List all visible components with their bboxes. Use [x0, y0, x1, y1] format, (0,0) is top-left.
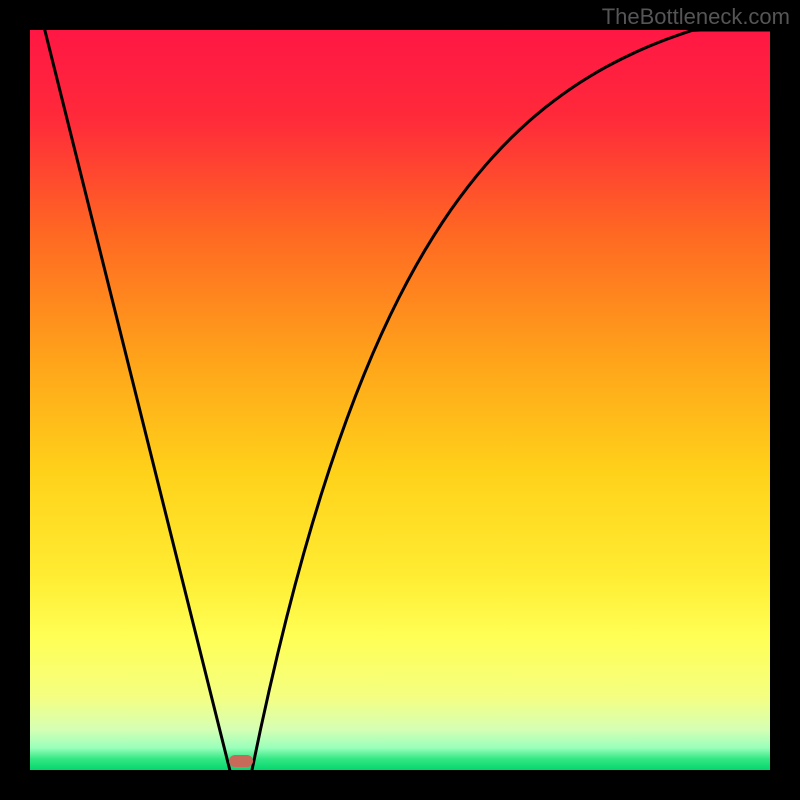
curve-right-branch	[252, 30, 770, 770]
dip-marker	[229, 755, 253, 767]
plot-area	[30, 30, 770, 770]
curve-left-branch	[45, 30, 230, 770]
chart-container: TheBottleneck.com	[0, 0, 800, 800]
watermark-text: TheBottleneck.com	[602, 4, 790, 30]
curve-layer	[30, 30, 770, 770]
